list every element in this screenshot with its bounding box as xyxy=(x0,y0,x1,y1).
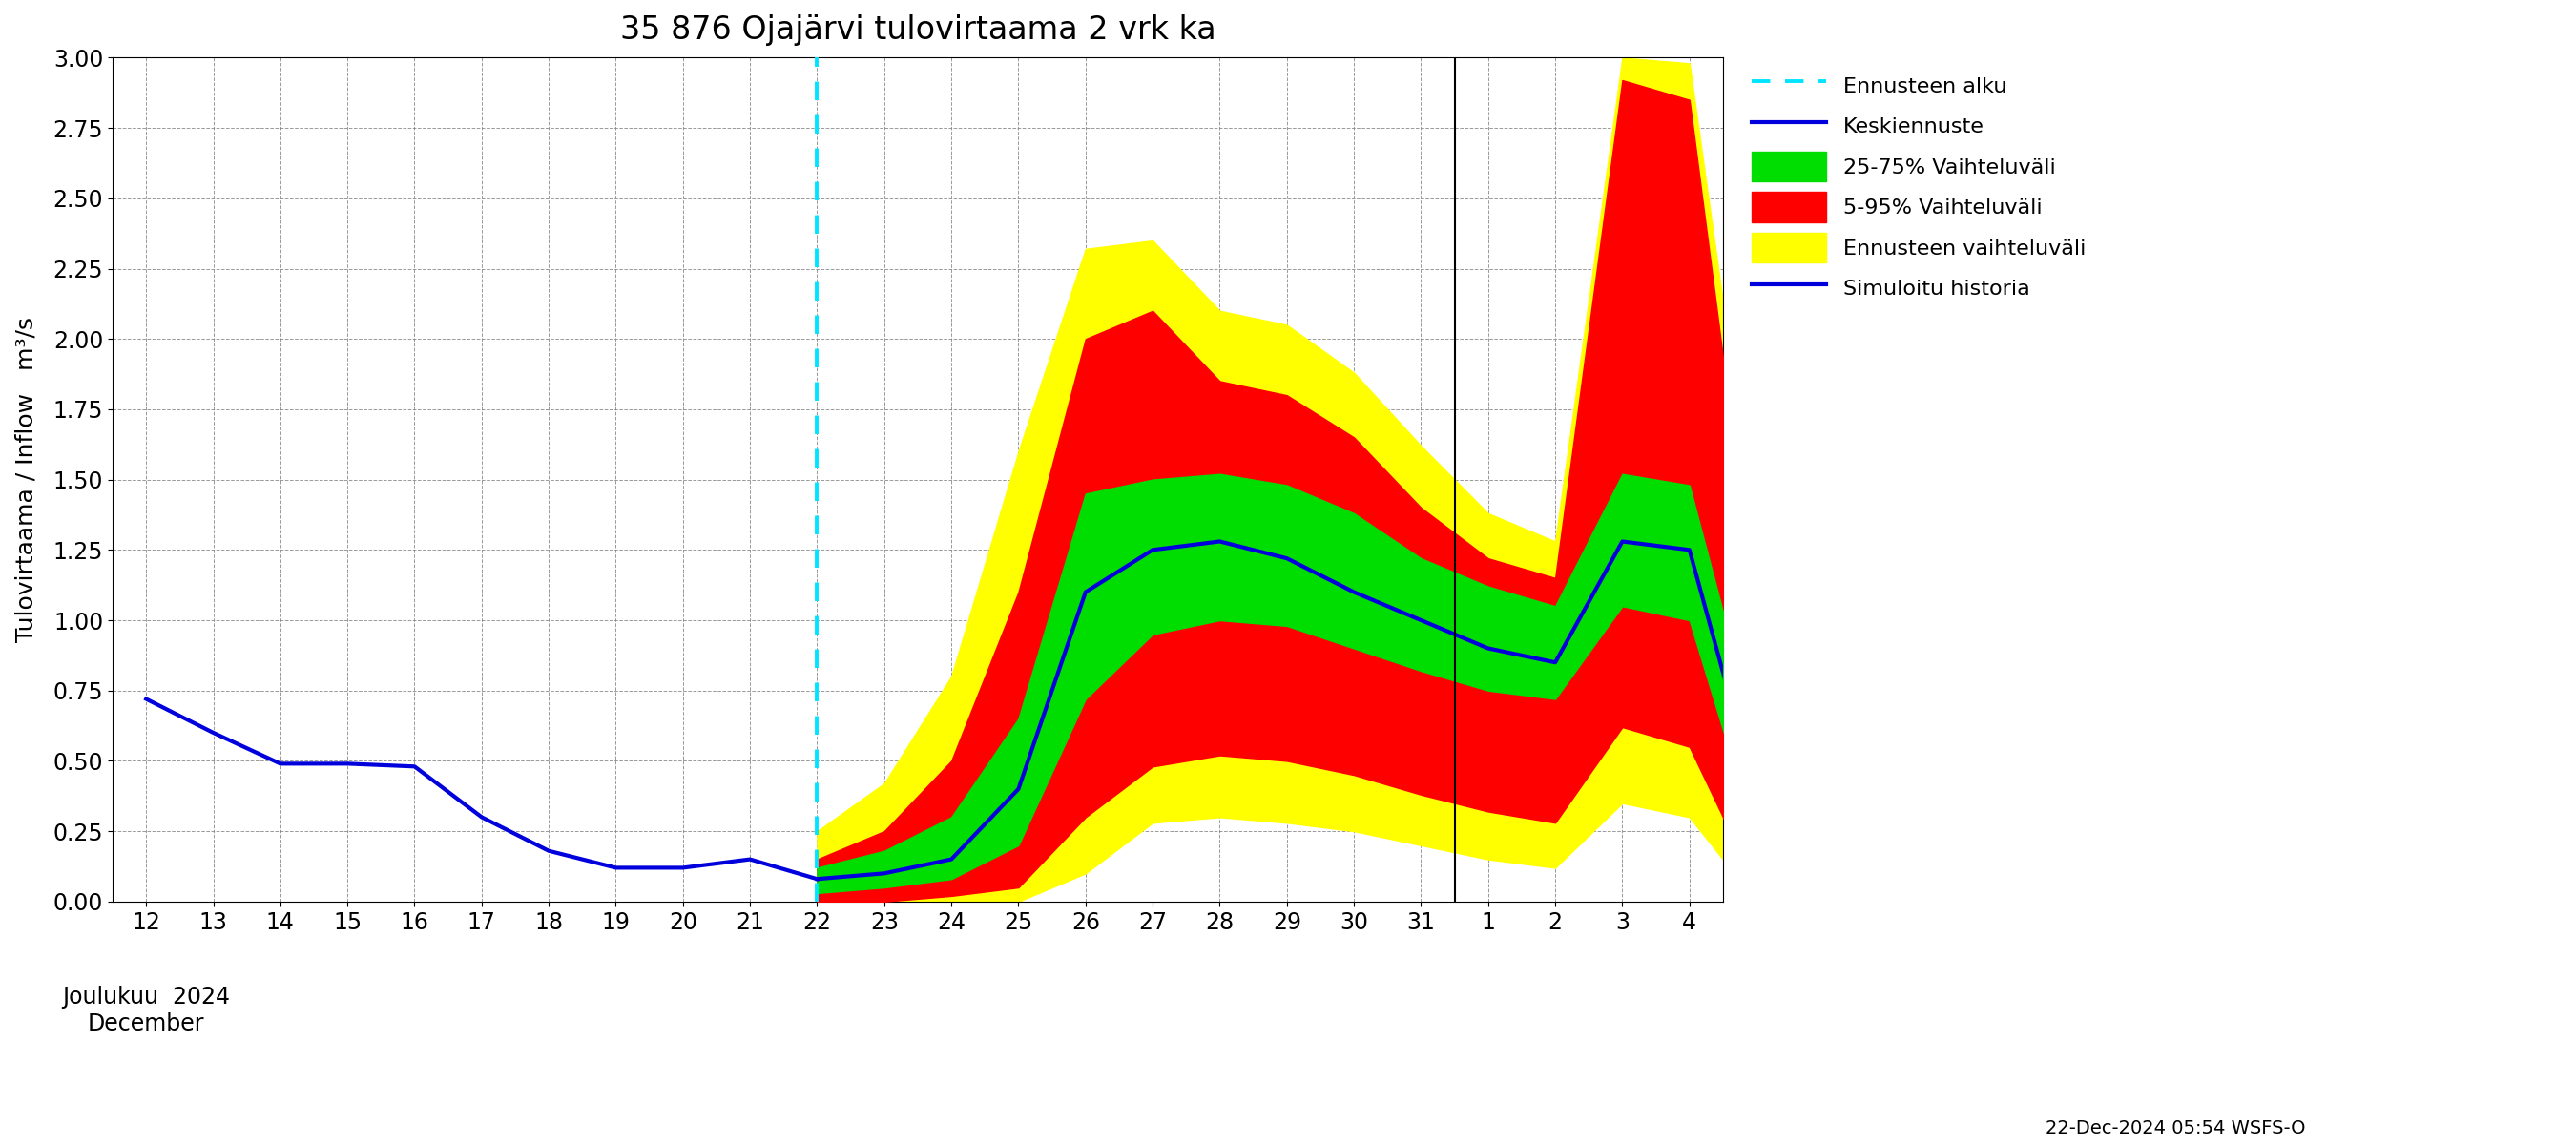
Text: Joulukuu  2024
December: Joulukuu 2024 December xyxy=(62,986,229,1035)
Text: 22-Dec-2024 05:54 WSFS-O: 22-Dec-2024 05:54 WSFS-O xyxy=(2045,1120,2306,1137)
Y-axis label: Tulovirtaama / Inflow   m³/s: Tulovirtaama / Inflow m³/s xyxy=(15,317,36,642)
Title: 35 876 Ojajärvi tulovirtaama 2 vrk ka: 35 876 Ojajärvi tulovirtaama 2 vrk ka xyxy=(621,14,1216,46)
Legend: Ennusteen alku, Keskiennuste, 25-75% Vaihteluväli, 5-95% Vaihteluväli, Ennusteen: Ennusteen alku, Keskiennuste, 25-75% Vai… xyxy=(1744,62,2094,311)
